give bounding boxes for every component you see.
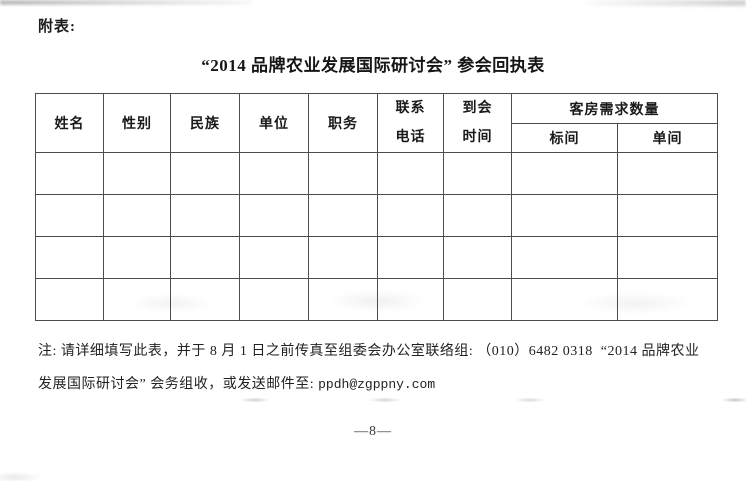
- table-cell: [443, 194, 512, 237]
- note-line-2: 发展国际研讨会” 会务组收，或发送邮件至: ppdh@zgppny.com: [38, 373, 435, 393]
- registration-table: 姓名 性别 民族 单位 职务 联系 电话 到会 时间 客房需求数量 标间 单间: [35, 93, 718, 321]
- table-cell: [103, 236, 171, 279]
- table-body: [35, 152, 718, 321]
- column-header-single-room: 单间: [617, 123, 718, 153]
- scan-artifact: [0, 397, 746, 403]
- table-cell: [377, 152, 444, 195]
- table-cell: [443, 236, 512, 279]
- table-cell: [443, 152, 512, 195]
- table-cell: [170, 278, 240, 321]
- table-cell: [239, 194, 309, 237]
- column-header-gender: 性别: [103, 93, 171, 153]
- table-cell: [103, 194, 171, 237]
- document-title: “2014 品牌农业发展国际研讨会” 参会回执表: [201, 56, 545, 75]
- table-cell: [239, 152, 309, 195]
- table-cell: [35, 152, 104, 195]
- column-header-organization: 单位: [239, 93, 309, 153]
- table-cell: [511, 278, 618, 321]
- table-cell: [617, 152, 718, 195]
- scan-artifact: [0, 463, 70, 481]
- table-cell: [239, 236, 309, 279]
- note-line-2-text: 发展国际研讨会” 会务组收，或发送邮件至:: [38, 377, 319, 392]
- table-cell: [617, 278, 718, 321]
- column-header-standard-room: 标间: [511, 123, 618, 153]
- table-cell: [308, 236, 378, 279]
- table-cell: [35, 278, 104, 321]
- table-row: [35, 236, 718, 279]
- scan-artifact: [0, 0, 252, 5]
- table-cell: [443, 278, 512, 321]
- attachment-label: 附表:: [38, 19, 76, 35]
- table-cell: [170, 152, 240, 195]
- table-cell: [239, 278, 309, 321]
- table-row: [35, 278, 718, 321]
- scan-artifact: [586, 0, 746, 6]
- column-header-name: 姓名: [35, 93, 104, 153]
- table-cell: [308, 194, 378, 237]
- table-cell: [308, 278, 378, 321]
- table-cell: [377, 278, 444, 321]
- page-number: —8—: [354, 424, 392, 439]
- table-cell: [617, 194, 718, 237]
- table-cell: [35, 236, 104, 279]
- table-cell: [308, 152, 378, 195]
- column-header-ethnicity: 民族: [170, 93, 240, 153]
- table-cell: [103, 152, 171, 195]
- table-cell: [377, 236, 444, 279]
- table-row: [35, 152, 718, 195]
- table-cell: [511, 152, 618, 195]
- table-cell: [35, 194, 104, 237]
- table-cell: [103, 278, 171, 321]
- table-row: [35, 194, 718, 237]
- table-cell: [511, 194, 618, 237]
- note-line-1: 注: 请详细填写此表，并于 8 月 1 日之前传真至组委会办公室联络组: （01…: [38, 344, 700, 359]
- note-email-address: ppdh@zgppny.com: [318, 377, 436, 392]
- column-header-arrival-time: 到会 时间: [443, 93, 512, 153]
- table-cell: [377, 194, 444, 237]
- column-header-position: 职务: [308, 93, 378, 153]
- table-cell: [617, 236, 718, 279]
- table-header: 姓名 性别 民族 单位 职务 联系 电话 到会 时间 客房需求数量 标间 单间: [35, 93, 718, 153]
- column-header-room-demand: 客房需求数量: [511, 93, 718, 124]
- table-cell: [170, 194, 240, 237]
- table-cell: [170, 236, 240, 279]
- column-header-contact-phone: 联系 电话: [377, 93, 444, 153]
- table-cell: [511, 236, 618, 279]
